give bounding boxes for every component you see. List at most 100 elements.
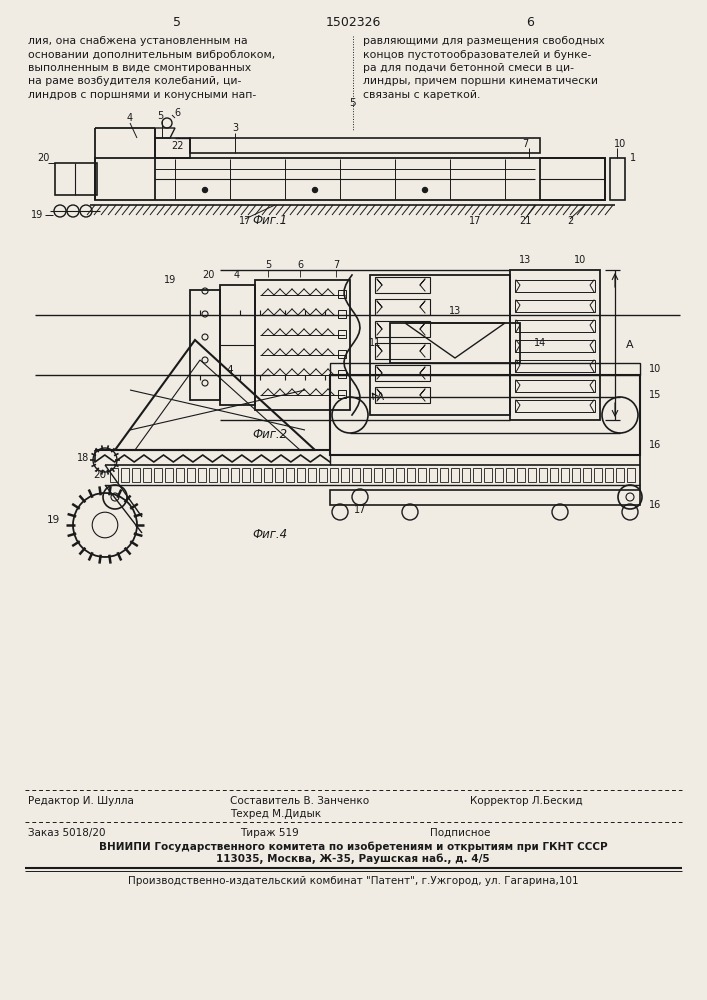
Text: Фиг.1: Фиг.1	[252, 214, 288, 227]
Text: лия, она снабжена установленным на: лия, она снабжена установленным на	[28, 36, 247, 46]
Text: 10: 10	[614, 139, 626, 149]
Bar	[338, 370, 346, 378]
Bar	[429, 468, 437, 482]
Bar	[330, 363, 640, 375]
Bar	[255, 280, 350, 410]
Text: 4: 4	[227, 365, 233, 375]
Bar	[330, 375, 640, 455]
Bar	[515, 300, 595, 312]
Bar	[132, 468, 140, 482]
Bar	[515, 400, 595, 412]
Bar	[286, 468, 294, 482]
Bar	[338, 390, 346, 398]
Bar	[605, 468, 613, 482]
Text: линдры, причем поршни кинематически: линдры, причем поршни кинематически	[363, 77, 598, 87]
Text: связаны с кареткой.: связаны с кареткой.	[363, 90, 480, 100]
Text: 5: 5	[173, 15, 181, 28]
Bar	[308, 468, 316, 482]
Bar	[375, 321, 430, 337]
Text: 20: 20	[37, 153, 49, 163]
Bar	[190, 290, 220, 400]
Bar	[95, 158, 605, 200]
Bar	[338, 330, 346, 338]
Bar	[341, 468, 349, 482]
Text: 5: 5	[350, 98, 356, 108]
Text: Фиг.4: Фиг.4	[252, 528, 288, 542]
Text: 17: 17	[354, 505, 366, 515]
Bar	[330, 468, 338, 482]
Bar	[55, 163, 97, 195]
Bar	[264, 468, 272, 482]
Bar	[510, 270, 600, 420]
Text: Подписное: Подписное	[430, 828, 491, 838]
Bar	[375, 299, 430, 315]
Bar	[517, 468, 525, 482]
Bar	[220, 468, 228, 482]
Bar	[209, 468, 217, 482]
Bar	[198, 468, 206, 482]
Text: Редактор И. Шулла: Редактор И. Шулла	[28, 796, 134, 806]
Text: 18: 18	[77, 453, 89, 463]
Circle shape	[202, 188, 207, 192]
Bar	[352, 468, 360, 482]
Text: 5: 5	[157, 111, 163, 121]
Bar	[338, 310, 346, 318]
Bar	[231, 468, 239, 482]
Text: 19: 19	[164, 275, 176, 285]
Bar	[515, 320, 595, 332]
Bar	[407, 468, 415, 482]
Bar	[515, 340, 595, 352]
Text: 4: 4	[127, 113, 133, 123]
Text: Фиг.2: Фиг.2	[252, 428, 288, 442]
Text: 19: 19	[31, 210, 43, 220]
Text: 2: 2	[567, 216, 573, 226]
Bar	[297, 468, 305, 482]
Text: ВНИИПИ Государственного комитета по изобретениям и открытиям при ГКНТ СССР: ВНИИПИ Государственного комитета по изоб…	[99, 842, 607, 852]
Text: 14: 14	[534, 338, 546, 348]
Bar	[385, 468, 393, 482]
Text: 6: 6	[174, 108, 180, 118]
Text: 7: 7	[333, 260, 339, 270]
Text: Составитель В. Занченко: Составитель В. Занченко	[230, 796, 369, 806]
Text: 7: 7	[522, 139, 528, 149]
Text: A: A	[626, 340, 633, 350]
Text: 17: 17	[239, 216, 251, 226]
Bar	[594, 468, 602, 482]
Bar	[374, 468, 382, 482]
Circle shape	[312, 188, 317, 192]
Text: A: A	[376, 392, 384, 402]
Bar	[375, 387, 430, 403]
Bar	[572, 468, 580, 482]
Bar	[143, 468, 151, 482]
Text: равляющими для размещения свободных: равляющими для размещения свободных	[363, 36, 604, 46]
Bar	[550, 468, 558, 482]
Text: 20: 20	[93, 470, 107, 480]
Bar	[154, 468, 162, 482]
Text: линдров с поршнями и конусными нап-: линдров с поршнями и конусными нап-	[28, 90, 256, 100]
Bar	[220, 285, 255, 405]
Bar	[583, 468, 591, 482]
Bar	[187, 468, 195, 482]
Bar	[110, 468, 118, 482]
Bar	[165, 468, 173, 482]
Text: 22: 22	[171, 141, 183, 151]
Text: основании дополнительным виброблоком,: основании дополнительным виброблоком,	[28, 49, 275, 60]
Bar	[319, 468, 327, 482]
Bar	[176, 468, 184, 482]
Bar	[338, 290, 346, 298]
Bar	[561, 468, 569, 482]
Bar	[515, 380, 595, 392]
Text: 17: 17	[469, 216, 481, 226]
Bar	[515, 280, 595, 292]
Bar	[451, 468, 459, 482]
Text: 15: 15	[649, 390, 661, 400]
Bar	[121, 468, 129, 482]
Text: 16: 16	[649, 500, 661, 510]
Bar	[473, 468, 481, 482]
Bar	[375, 343, 430, 359]
Text: 20: 20	[201, 270, 214, 280]
Bar	[627, 468, 635, 482]
Bar	[190, 138, 540, 153]
Text: 13: 13	[519, 255, 531, 265]
Text: Техред М.Дидык: Техред М.Дидык	[230, 809, 321, 819]
